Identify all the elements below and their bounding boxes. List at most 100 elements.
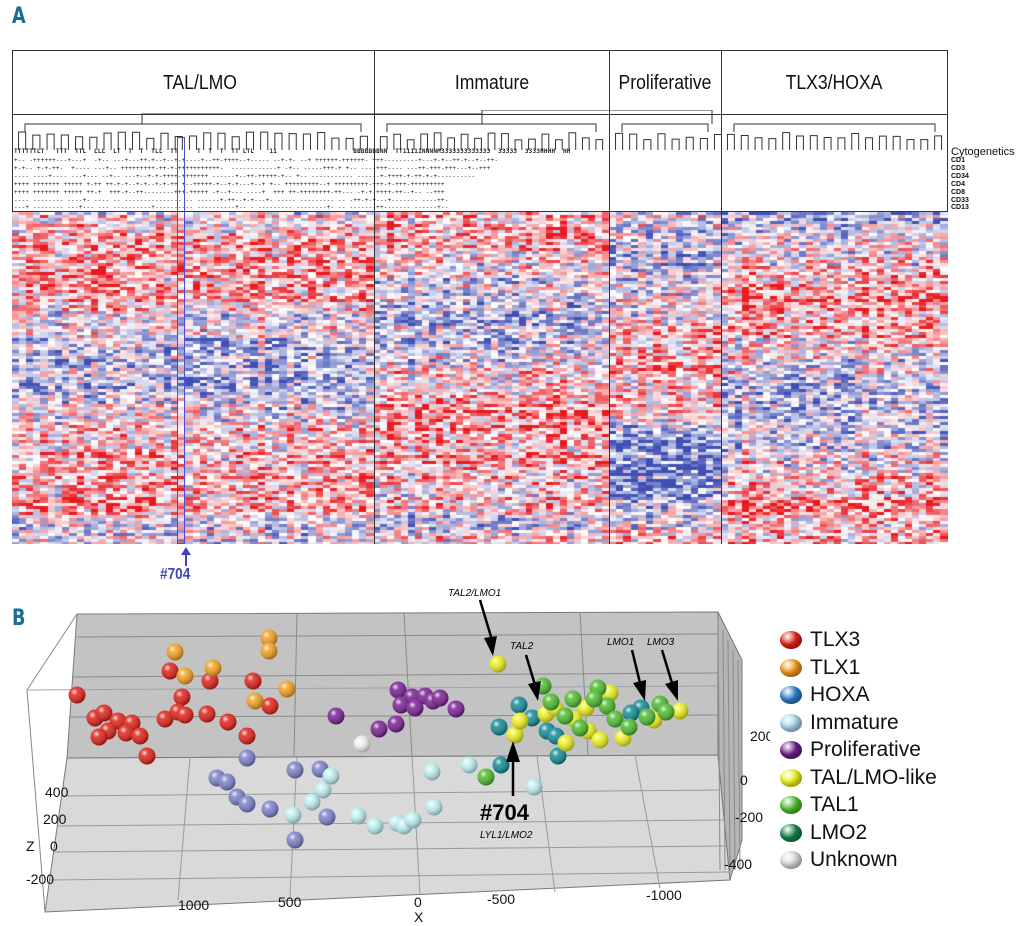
dendrogram-branch: [865, 137, 873, 150]
dendrogram-branch: [146, 137, 155, 150]
data-point-hoxa-lav: [318, 808, 336, 826]
data-point-tlx3: [90, 728, 108, 746]
dendrogram-branch: [851, 132, 860, 150]
dendrogram-branch: [75, 136, 84, 150]
data-point-tlx3: [244, 672, 262, 690]
data-point-tal1: [542, 693, 560, 711]
data-point-proliferative: [392, 696, 410, 714]
group-label-tlx3-hoxa: TLX3/HOXA: [785, 72, 883, 94]
data-point-tal1: [657, 703, 675, 721]
dendrogram-branch: [288, 133, 297, 150]
dendrogram-branch: [317, 131, 326, 150]
dendrogram-branch: [837, 137, 846, 150]
annotation-label-cd34: CD34: [951, 173, 969, 180]
data-point-tlx3: [161, 662, 179, 680]
dendrogram-branch: [671, 138, 680, 150]
annotation-row-cd8: ++++ +++++++ +++++ ++-+ +++-+--++-------…: [14, 189, 445, 196]
data-point-tal-lmo-like: [671, 702, 689, 720]
legend-label: TLX1: [810, 655, 861, 679]
data-point-tal1: [556, 707, 574, 725]
dendrogram-branch: [245, 131, 255, 150]
dendrogram-branch: [89, 136, 98, 150]
data-point-immature: [460, 756, 478, 774]
dendrogram-branch: [217, 132, 226, 150]
data-point-tal1: [638, 708, 656, 726]
x-tick: -500: [487, 891, 515, 907]
group-label-immature: Immature: [454, 72, 530, 94]
grid-line: [717, 619, 721, 871]
legend-swatch-icon: [780, 796, 802, 814]
y-tick: 200: [750, 728, 770, 744]
legend-item-tal-lmo-like: TAL/LMO-like: [780, 766, 937, 790]
dendrogram-branch: [541, 133, 550, 150]
legend-item-proliferative: Proliferative: [780, 738, 921, 762]
panel-a-label: A: [12, 4, 26, 29]
data-point-tal1: [564, 690, 582, 708]
data-point-tlx3: [201, 672, 219, 690]
legend-swatch-icon: [780, 631, 802, 649]
data-point-proliferative: [389, 681, 407, 699]
annotation-label-cytogenetics: Cytogenetics: [951, 146, 1015, 158]
dendrogram-branch: [796, 135, 804, 150]
data-point-tlx1: [166, 643, 184, 661]
dendrogram-branch: [420, 133, 429, 150]
group-divider: [721, 50, 722, 544]
data-point-proliferative: [406, 699, 424, 717]
data-point-hoxa-teal: [490, 718, 508, 736]
dendrogram-branch: [629, 133, 638, 150]
arrow-tal2-lmo1-icon: [478, 599, 497, 656]
dendrogram-branch: [501, 133, 509, 150]
dendrogram-branch: [274, 132, 283, 150]
dendrogram-branch: [487, 132, 496, 150]
legend-label: Immature: [810, 710, 899, 734]
data-point-tal1: [585, 690, 603, 708]
dendrogram-branch: [809, 135, 818, 150]
dendrogram-branch: [447, 137, 455, 150]
legend-swatch-icon: [780, 658, 802, 677]
dendrogram-branch: [657, 133, 666, 150]
z-tick: 400: [45, 784, 69, 800]
legend-label: Proliferative: [810, 738, 921, 761]
data-point-tal1: [571, 719, 589, 737]
dendrogram-branch: [581, 137, 590, 150]
dendrogram-branch: [379, 136, 388, 150]
dendrogram-branch: [768, 138, 777, 150]
dendrogram-branch: [46, 133, 55, 150]
data-point-immature: [322, 767, 340, 785]
annotation-label-cd33: CD33: [951, 197, 969, 204]
data-point-tal1: [606, 710, 624, 728]
legend-item-hoxa: HOXA: [780, 683, 870, 707]
data-point-tal1: [598, 697, 616, 715]
header-separator: [12, 114, 948, 115]
data-point-tlx3: [68, 686, 86, 704]
legend-swatch-icon: [780, 823, 802, 842]
data-point-tlx3: [198, 705, 216, 723]
data-point-tlx1: [260, 642, 278, 660]
data-point-tlx3: [131, 727, 149, 745]
legend-swatch-icon: [780, 713, 802, 732]
annotation-row-cd34: ---- ----+---- ---+--- --+-- ---+--+-+-+…: [14, 173, 476, 180]
dendrogram-branch: [188, 135, 198, 150]
grid-line: [722, 629, 726, 871]
expression-heatmap: [12, 212, 948, 544]
dendrogram-root: [141, 110, 713, 124]
dendrogram-branch: [160, 132, 169, 150]
data-point-immature: [525, 778, 543, 796]
data-point-immature: [366, 817, 384, 835]
right-wall: [717, 611, 743, 881]
data-point-tlx3: [156, 710, 174, 728]
dendrogram-branch: [934, 135, 943, 150]
data-point-hoxa-teal: [492, 756, 510, 774]
legend-swatch-icon: [780, 741, 802, 759]
dendrogram-branch: [823, 137, 832, 150]
dendrogram-branch: [733, 123, 936, 132]
dendrogram-branch: [726, 133, 735, 150]
data-point-proliferative: [327, 707, 345, 725]
group-divider: [374, 50, 375, 544]
data-point-proliferative: [431, 689, 449, 707]
annotation-row-cd4: ++++ +++++++ +++++ +-++ ++-+-+--+-+--+-+…: [14, 181, 445, 188]
y-tick: -200: [735, 809, 763, 825]
dendrogram-branch: [260, 131, 269, 150]
data-point-tlx3: [138, 747, 156, 765]
data-point-hoxa-lav: [238, 749, 256, 767]
